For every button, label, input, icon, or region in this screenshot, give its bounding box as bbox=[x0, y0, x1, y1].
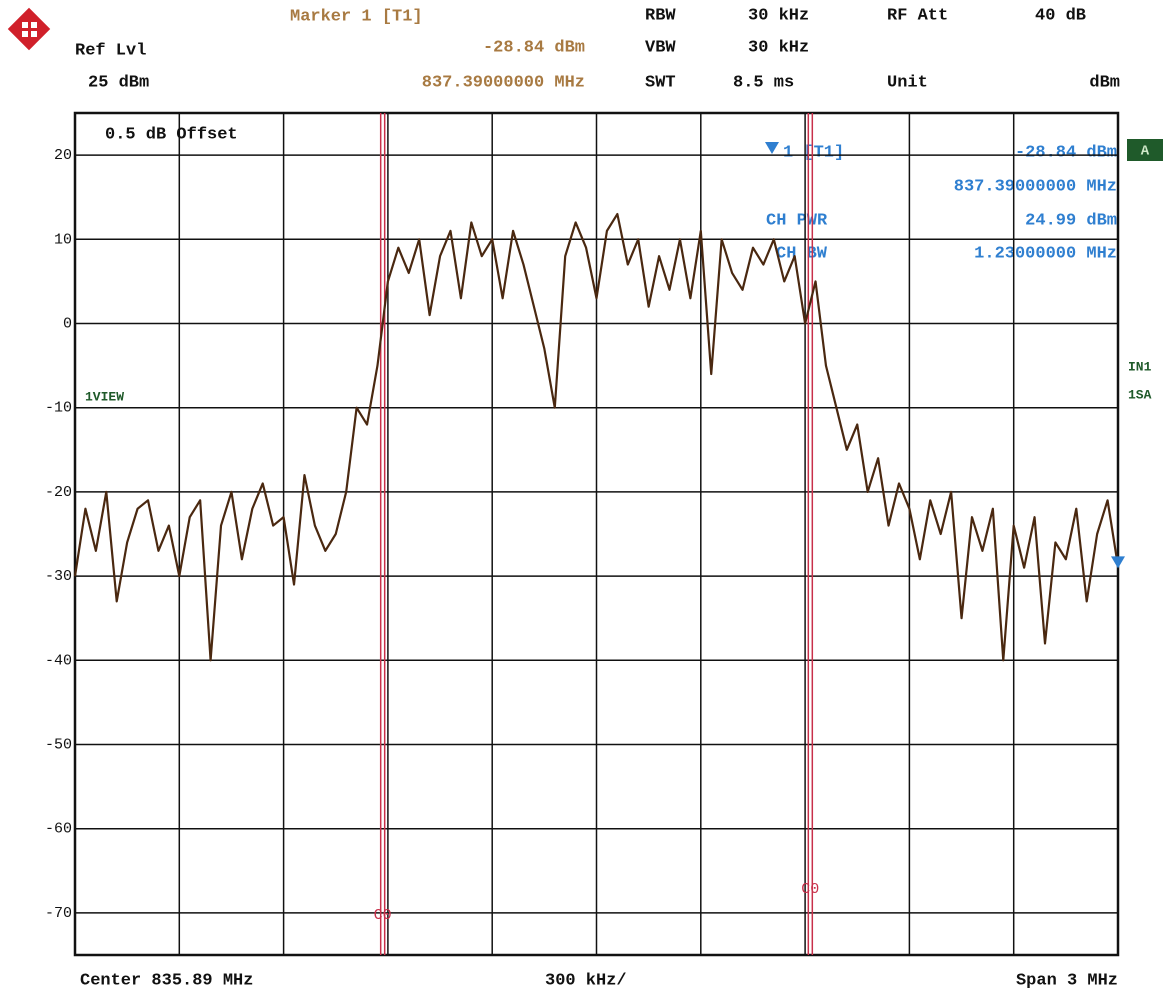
channel-label: C0 bbox=[801, 881, 819, 898]
channel-label: C0 bbox=[374, 907, 392, 924]
vbw: 30 kHz bbox=[748, 38, 809, 57]
marker-point bbox=[1111, 556, 1125, 569]
span: Span 3 MHz bbox=[1016, 971, 1118, 990]
rbw: 30 kHz bbox=[748, 6, 809, 25]
unit: dBm bbox=[1089, 73, 1120, 92]
logo bbox=[7, 7, 51, 51]
marker-level-readout: -28.84 dBm bbox=[1015, 143, 1117, 162]
marker-level: -28.84 dBm bbox=[483, 38, 585, 57]
rf-att: 40 dB bbox=[1035, 6, 1086, 25]
y-tick-label: -40 bbox=[45, 652, 72, 669]
plot-frame bbox=[73, 111, 1120, 957]
ch-pwr-label: CH PWR bbox=[766, 211, 828, 230]
y-tick-label: 20 bbox=[54, 147, 72, 164]
rbw-label: RBW bbox=[645, 6, 676, 25]
marker-frequency-readout: 837.39000000 MHz bbox=[954, 177, 1117, 196]
trace-badge-box bbox=[1127, 139, 1163, 161]
swt-label: SWT bbox=[645, 73, 676, 92]
ch-bw: 1.23000000 MHz bbox=[974, 244, 1117, 263]
view-label: 1VIEW bbox=[85, 389, 124, 404]
center-frequency: Center 835.89 MHz bbox=[80, 971, 253, 990]
marker-frequency: 837.39000000 MHz bbox=[422, 73, 585, 92]
swt: 8.5 ms bbox=[733, 73, 794, 92]
unit-label: Unit bbox=[887, 73, 928, 92]
input-label: 1SA bbox=[1128, 387, 1152, 402]
input-label: IN1 bbox=[1128, 359, 1152, 374]
ch-bw-label: CH BW bbox=[776, 244, 828, 263]
offset-note: 0.5 dB Offset bbox=[105, 125, 238, 144]
per-division: 300 kHz/ bbox=[545, 971, 627, 990]
marker-icon bbox=[765, 142, 779, 154]
y-tick-label: -10 bbox=[45, 400, 72, 417]
rf-att-label: RF Att bbox=[887, 6, 948, 25]
marker-title: Marker 1 [T1] bbox=[290, 7, 423, 26]
ref-lvl-label: Ref Lvl bbox=[75, 41, 146, 60]
trace-badge: A bbox=[1141, 144, 1150, 160]
marker-label: 1 [T1] bbox=[783, 143, 844, 162]
vbw-label: VBW bbox=[645, 38, 676, 57]
y-tick-label: 0 bbox=[63, 315, 72, 332]
y-tick-label: -70 bbox=[45, 905, 72, 922]
y-tick-label: -50 bbox=[45, 736, 72, 753]
y-tick-label: -20 bbox=[45, 484, 72, 501]
y-tick-label: -60 bbox=[45, 821, 72, 838]
trace bbox=[73, 212, 1120, 662]
ref-lvl: 25 dBm bbox=[88, 73, 149, 92]
y-tick-label: 10 bbox=[54, 231, 72, 248]
ch-pwr: 24.99 dBm bbox=[1025, 211, 1117, 230]
y-tick-label: -30 bbox=[45, 568, 72, 585]
